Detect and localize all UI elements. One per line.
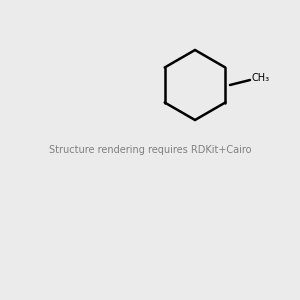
Text: CH₃: CH₃ [252,73,270,83]
Text: Structure rendering requires RDKit+Cairo: Structure rendering requires RDKit+Cairo [49,145,251,155]
